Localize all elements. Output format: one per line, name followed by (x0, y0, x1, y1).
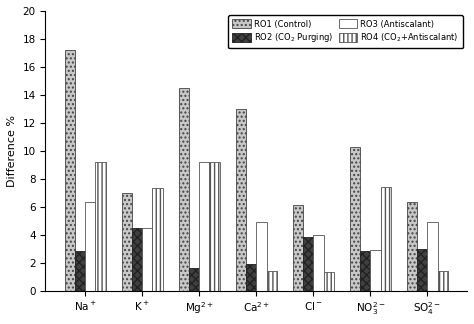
Bar (381, 187, 391, 291)
Bar (324, 272, 334, 291)
Bar (266, 271, 277, 291)
Bar (407, 202, 417, 291)
Bar (142, 228, 153, 291)
Y-axis label: Difference %: Difference % (7, 115, 17, 187)
Bar (199, 162, 210, 291)
Bar (75, 251, 85, 291)
Bar (122, 193, 132, 291)
Legend: RO1 (Control), RO2 (CO$_2$ Purging), RO3 (Antiscalant), RO4 (CO$_2$+Antiscalant): RO1 (Control), RO2 (CO$_2$ Purging), RO3… (228, 15, 463, 48)
Bar (313, 235, 324, 291)
Bar (153, 189, 163, 291)
Bar (95, 162, 106, 291)
Bar (293, 205, 303, 291)
Bar (438, 271, 448, 291)
Bar (370, 250, 381, 291)
Bar (428, 222, 438, 291)
Bar (132, 228, 142, 291)
Bar (246, 264, 256, 291)
Bar (64, 50, 75, 291)
Bar (256, 222, 266, 291)
Bar (189, 268, 199, 291)
Bar (303, 237, 313, 291)
Bar (360, 251, 370, 291)
Bar (85, 202, 95, 291)
Bar (350, 146, 360, 291)
Bar (179, 88, 189, 291)
Bar (236, 109, 246, 291)
Bar (417, 249, 428, 291)
Bar (210, 162, 220, 291)
